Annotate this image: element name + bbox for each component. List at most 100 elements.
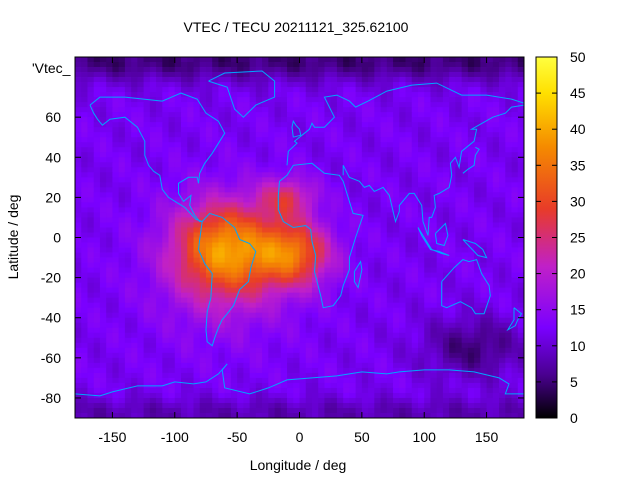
heatmap-cell — [106, 97, 113, 103]
heatmap-cell — [399, 207, 406, 213]
heatmap-cell — [255, 202, 263, 208]
heatmap-cell — [505, 87, 512, 93]
heatmap-cell — [124, 167, 132, 173]
heatmap-cell — [112, 297, 120, 304]
heatmap-cell — [106, 162, 113, 168]
heatmap-cell — [349, 282, 357, 289]
heatmap-cell — [262, 357, 269, 364]
heatmap-cell — [424, 207, 431, 213]
heatmap-cell — [149, 217, 157, 223]
heatmap-cell — [237, 162, 244, 168]
heatmap-cell — [505, 362, 512, 369]
heatmap-cell — [205, 82, 213, 88]
heatmap-cell — [492, 222, 500, 228]
heatmap-cell — [212, 177, 219, 183]
heatmap-cell — [305, 142, 313, 148]
heatmap-cell — [467, 317, 475, 324]
heatmap-cell — [187, 167, 194, 173]
heatmap-cell — [368, 137, 375, 143]
heatmap-cell — [243, 92, 251, 98]
heatmap-cell — [361, 227, 369, 233]
heatmap-cell — [162, 387, 169, 394]
heatmap-cell — [380, 117, 388, 123]
heatmap-cell — [436, 212, 444, 218]
heatmap-cell — [255, 57, 263, 63]
heatmap-cell — [93, 297, 101, 304]
heatmap-cell — [368, 372, 375, 379]
heatmap-cell — [386, 92, 394, 98]
heatmap-cell — [511, 382, 519, 389]
heatmap-cell — [230, 347, 238, 354]
heatmap-cell — [168, 267, 176, 273]
heatmap-cell — [361, 337, 369, 344]
heatmap-cell — [99, 67, 107, 73]
heatmap-cell — [168, 122, 176, 128]
heatmap-cell — [274, 292, 282, 299]
heatmap-cell — [361, 292, 369, 299]
heatmap-cell — [405, 227, 413, 233]
heatmap-cell — [255, 362, 263, 369]
heatmap-cell — [330, 207, 338, 213]
heatmap-cell — [287, 242, 294, 248]
heatmap-cell — [442, 312, 450, 319]
heatmap-cell — [411, 267, 419, 273]
heatmap-cell — [517, 327, 525, 334]
heatmap-cell — [137, 247, 144, 253]
heatmap-cell — [131, 142, 138, 148]
heatmap-cell — [430, 272, 438, 279]
heatmap-cell — [393, 317, 400, 324]
heatmap-cell — [99, 342, 107, 349]
heatmap-cell — [486, 272, 494, 279]
heatmap-cell — [474, 362, 481, 369]
heatmap-cell — [212, 302, 219, 309]
heatmap-cell — [499, 117, 506, 123]
heatmap-cell — [467, 372, 475, 379]
heatmap-cell — [112, 92, 120, 98]
heatmap-cell — [249, 262, 257, 268]
heatmap-cell — [274, 352, 282, 359]
heatmap-cell — [417, 317, 425, 324]
heatmap-cell — [455, 152, 463, 158]
heatmap-cell — [274, 227, 282, 233]
heatmap-cell — [318, 212, 325, 218]
heatmap-cell — [436, 202, 444, 208]
heatmap-cell — [87, 77, 95, 83]
heatmap-cell — [124, 387, 132, 394]
heatmap-cell — [118, 87, 126, 93]
heatmap-cell — [417, 127, 425, 133]
heatmap-cell — [199, 127, 207, 133]
heatmap-cell — [349, 67, 357, 73]
heatmap-cell — [293, 197, 300, 203]
heatmap-cell — [131, 107, 138, 113]
heatmap-cell — [106, 202, 113, 208]
heatmap-cell — [311, 92, 319, 98]
heatmap-cell — [249, 302, 257, 309]
heatmap-cell — [499, 87, 506, 93]
heatmap-cell — [274, 357, 282, 364]
heatmap-cell — [324, 367, 332, 374]
heatmap-cell — [274, 302, 282, 309]
heatmap-cell — [399, 342, 406, 349]
heatmap-cell — [467, 232, 475, 238]
heatmap-cell — [318, 387, 325, 394]
heatmap-cell — [480, 177, 487, 183]
heatmap-cell — [505, 322, 512, 329]
heatmap-cell — [324, 347, 332, 354]
heatmap-cell — [305, 177, 313, 183]
heatmap-cell — [262, 57, 269, 63]
heatmap-cell — [205, 77, 213, 83]
heatmap-cell — [168, 272, 176, 279]
heatmap-cell — [287, 332, 294, 339]
heatmap-cell — [106, 102, 113, 108]
heatmap-cell — [467, 377, 475, 384]
heatmap-cell — [399, 62, 406, 68]
heatmap-cell — [87, 332, 95, 339]
heatmap-cell — [168, 157, 176, 163]
heatmap-cell — [455, 247, 463, 253]
heatmap-cell — [255, 227, 263, 233]
heatmap-cell — [99, 62, 107, 68]
heatmap-cell — [99, 317, 107, 324]
heatmap-cell — [99, 287, 107, 294]
heatmap-cell — [449, 192, 456, 198]
heatmap-cell — [230, 402, 238, 409]
